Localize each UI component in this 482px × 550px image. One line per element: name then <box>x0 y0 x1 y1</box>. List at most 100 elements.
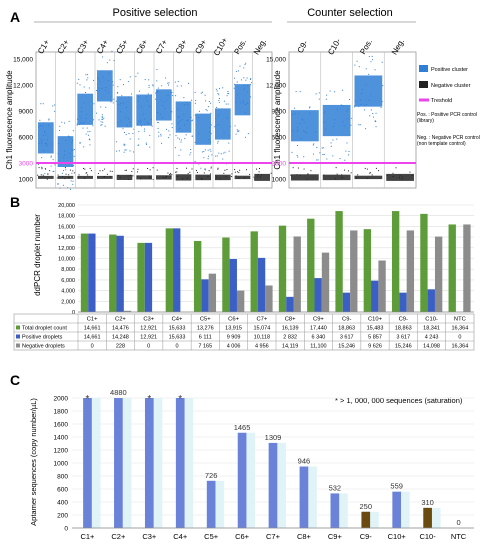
negative-droplet <box>257 173 259 175</box>
positive-droplet <box>368 56 370 58</box>
b-table-cell: 15,246 <box>395 344 412 350</box>
positive-droplet <box>76 123 78 125</box>
negative-droplet <box>237 171 239 173</box>
positive-droplet <box>112 84 114 86</box>
positive-droplet <box>69 152 71 154</box>
b-table-cell: 0 <box>91 344 94 350</box>
positive-droplet <box>63 157 65 159</box>
positive-droplet <box>360 104 362 106</box>
positive-droplet <box>59 125 61 127</box>
negative-droplet <box>364 167 366 169</box>
positive-droplet <box>104 125 106 127</box>
b-bar-total-droplet-count <box>278 225 287 312</box>
negative-droplet <box>38 167 40 169</box>
positive-droplet <box>85 92 87 94</box>
a-tick-9000: 9000 <box>19 109 34 116</box>
positive-droplet <box>39 119 41 121</box>
positive-droplet <box>292 114 294 116</box>
positive-droplet <box>374 120 376 122</box>
b-table-header: C9- <box>342 317 351 323</box>
c-ytick: 800 <box>57 474 68 481</box>
a-tick-3000: 3000 <box>19 161 34 168</box>
positive-droplet <box>58 160 60 162</box>
positive-droplet <box>318 98 320 100</box>
negative-droplet <box>111 170 113 172</box>
positive-droplet <box>184 138 186 140</box>
positive-droplet <box>155 98 157 100</box>
a-tick-6000: 6000 <box>272 135 287 142</box>
a-tick-12-000: 12,000 <box>13 83 33 90</box>
positive-droplet <box>81 107 83 109</box>
positive-droplet <box>201 91 203 93</box>
positive-droplet <box>247 103 249 105</box>
positive-droplet <box>250 96 252 98</box>
positive-droplet <box>198 116 200 118</box>
b-bar-negative-droplets <box>208 273 217 312</box>
positive-droplet <box>137 120 139 122</box>
positive-droplet <box>309 112 311 114</box>
panel-a-right-ylabel: Ch1 fluorescence amplitude <box>273 70 282 170</box>
c-data-label: 4880 <box>110 388 127 397</box>
c-ytick: 0 <box>64 526 68 533</box>
positive-droplet <box>190 116 192 118</box>
b-bar-negative-droplets <box>378 260 386 312</box>
positive-droplet <box>129 138 131 140</box>
c-x-label: C7+ <box>266 532 281 541</box>
b-bar-positive-droplets <box>342 292 351 312</box>
lane-label: Pos. <box>358 38 374 56</box>
positive-droplet <box>101 124 103 126</box>
negative-droplet <box>290 174 292 176</box>
b-table-cell: 18,863 <box>338 326 355 332</box>
negative-droplet <box>171 174 173 176</box>
positive-droplet <box>59 129 61 131</box>
positive-droplet <box>168 130 170 132</box>
positive-droplet <box>98 119 100 121</box>
a-right-lane-neg: Neg. <box>383 37 414 188</box>
positive-cluster <box>234 84 251 116</box>
b-ytick: 0 <box>72 310 75 316</box>
positive-droplet <box>87 131 89 133</box>
positive-droplet <box>177 122 179 124</box>
positive-droplet <box>381 101 383 103</box>
positive-droplet <box>292 130 294 132</box>
positive-droplet <box>72 130 74 132</box>
positive-droplet <box>85 133 87 135</box>
positive-droplet <box>330 142 332 144</box>
positive-droplet <box>69 156 71 158</box>
positive-droplet <box>208 101 210 103</box>
negative-droplet <box>132 168 134 170</box>
positive-droplet <box>120 120 122 122</box>
positive-droplet <box>146 122 148 124</box>
negative-droplet <box>323 174 325 176</box>
positive-droplet <box>198 133 200 135</box>
positive-droplet <box>350 124 352 126</box>
b-table-header: C2+ <box>115 317 126 323</box>
positive-droplet <box>98 89 100 91</box>
positive-droplet <box>207 149 209 151</box>
positive-droplet <box>244 64 246 66</box>
positive-droplet <box>73 155 75 157</box>
b-table-cell: 4 243 <box>425 335 439 341</box>
positive-droplet <box>211 154 213 156</box>
negative-droplet <box>401 178 403 180</box>
legend-positive-swatch <box>419 65 428 72</box>
positive-droplet <box>309 107 311 109</box>
c-x-label: C9+ <box>328 532 343 541</box>
negative-droplet <box>103 176 105 178</box>
b-table-header: C3+ <box>143 317 154 323</box>
positive-droplet <box>52 159 54 161</box>
positive-droplet <box>235 101 237 103</box>
positive-droplet <box>381 61 383 63</box>
positive-droplet <box>160 135 162 137</box>
negative-droplet <box>128 178 130 180</box>
b-table-cell: 2 832 <box>283 335 297 341</box>
c-group-c10: 559 C10+ <box>388 482 410 541</box>
lane-label: C8+ <box>174 38 189 56</box>
positive-droplet <box>87 77 89 79</box>
b-bar-total-droplet-count <box>80 233 89 312</box>
panel-a-left-title: Positive selection <box>113 7 198 19</box>
negative-droplet <box>350 172 352 174</box>
b-bar-positive-droplets <box>201 279 209 312</box>
positive-droplet <box>345 150 347 152</box>
lane-label: C1+ <box>36 38 51 56</box>
